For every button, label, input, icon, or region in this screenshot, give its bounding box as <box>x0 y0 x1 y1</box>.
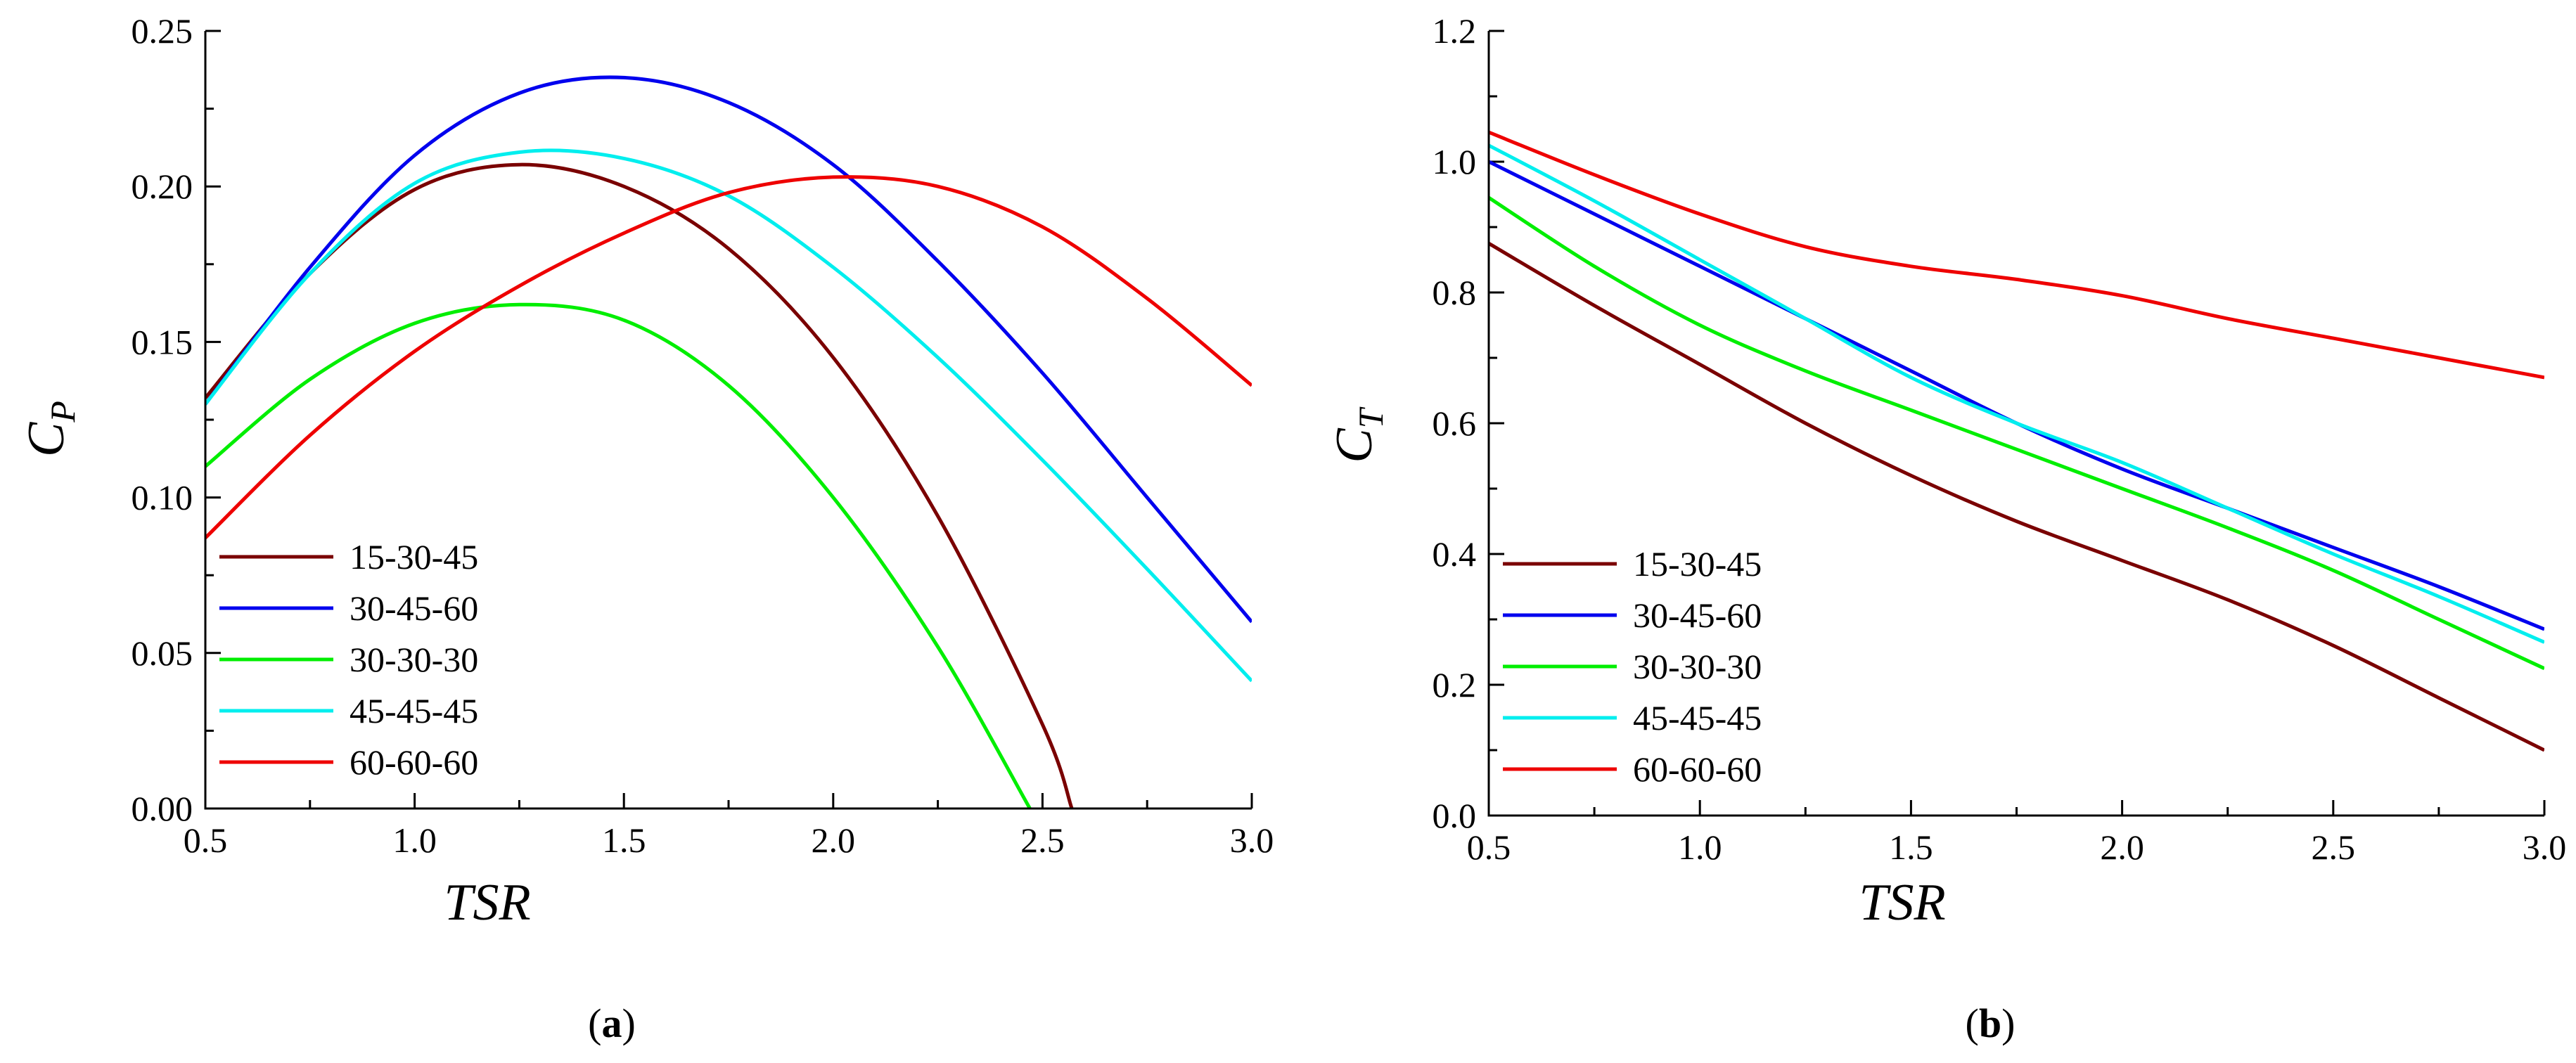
panel-b-series-line-60-60-60 <box>1489 130 2544 380</box>
panel-a-x-tick-label: 0.5 <box>184 820 228 860</box>
panel-b-y-axis-label-sub: T <box>1351 406 1390 428</box>
panel-a-series-line-30-30-30 <box>205 302 1032 808</box>
panel-a-cp-chart: 0.5 1.0 1.5 2.0 2.5 3.0 0.00 0.05 0.10 0.15 0.20 0.… <box>18 11 1274 1046</box>
panel-b-y-tick-label: 0.6 <box>1433 404 1477 443</box>
panel-b-series-line-15-30-45 <box>1489 242 2544 752</box>
panel-a-y-axis-label-main: C <box>18 421 75 457</box>
panel-b-axes <box>1487 31 2544 817</box>
panel-b-x-axis-label: TSR <box>1859 874 1945 932</box>
panel-a-y-axis-label: CP <box>18 401 82 457</box>
panel-a-legend: 15-30-45 30-45-60 30-30-30 45-45-45 60-60-60 <box>219 537 478 782</box>
panel-a-ticks: 0.5 1.0 1.5 2.0 2.5 3.0 0.00 0.05 0.10 0.15 0.20 0.… <box>132 11 1274 860</box>
panel-a-x-axis-label: TSR <box>444 874 530 932</box>
panel-a-x-tick-label: 1.0 <box>392 820 437 860</box>
panel-b-x-tick-label: 1.5 <box>1889 827 1933 867</box>
panel-b-y-tick-label: 0.0 <box>1433 796 1477 835</box>
panel-a-x-tick-label: 1.5 <box>602 820 646 860</box>
panel-b-x-tick-label: 2.0 <box>2100 827 2144 867</box>
panel-b-frame <box>1487 31 2544 817</box>
panel-a-frame <box>204 31 1252 810</box>
panel-b-x-tick-label: 3.0 <box>2523 827 2567 867</box>
panel-b-x-tick-label: 0.5 <box>1467 827 1511 867</box>
panel-b-series-line-45-45-45 <box>1489 143 2544 644</box>
panel-b-y-axis-label: CT <box>1326 406 1390 463</box>
panel-a-series-line-30-45-60 <box>205 75 1252 624</box>
panel-a-y-tick-label: 0.05 <box>132 633 193 673</box>
panel-b-y-tick-label: 0.2 <box>1433 665 1477 704</box>
panel-a-y-tick-label: 0.25 <box>132 11 193 51</box>
panel-b-legend-label: 15-30-45 <box>1633 544 1762 584</box>
panel-b-y-tick-label: 0.4 <box>1433 534 1477 574</box>
panel-b-caption: (b) <box>1966 1000 2016 1046</box>
panel-a-legend-label: 45-45-45 <box>350 691 478 730</box>
panel-a-y-tick-label: 0.00 <box>132 789 193 828</box>
panel-b-series <box>1489 130 2544 752</box>
panel-b-series-line-30-30-30 <box>1489 196 2544 671</box>
panel-a-x-tick-label: 3.0 <box>1230 820 1274 860</box>
panel-a-caption: (a) <box>588 1000 636 1046</box>
panel-a-y-tick-label: 0.20 <box>132 167 193 206</box>
panel-a-series-line-15-30-45 <box>205 162 1074 808</box>
panel-b-caption-letter: b <box>1979 1000 2001 1046</box>
panel-a-legend-label: 60-60-60 <box>350 742 478 782</box>
panel-b-legend-label: 30-30-30 <box>1633 647 1762 686</box>
panel-a-x-tick-label: 2.0 <box>812 820 856 860</box>
panel-a-x-tick-label: 2.5 <box>1020 820 1065 860</box>
panel-a-y-axis-label-sub: P <box>43 401 82 423</box>
panel-b-legend: 15-30-45 30-45-60 30-30-30 45-45-45 60-60-60 <box>1503 544 1762 789</box>
panel-a-y-tick-label: 0.10 <box>132 478 193 517</box>
panel-a-legend-label: 15-30-45 <box>350 537 478 576</box>
panel-b-x-tick-label: 1.0 <box>1678 827 1722 867</box>
panel-b-x-tick-label: 2.5 <box>2312 827 2356 867</box>
panel-a-series-line-45-45-45 <box>205 148 1252 683</box>
panel-a-caption-letter: a <box>602 1000 622 1046</box>
panel-a-series <box>205 75 1252 808</box>
panel-b-ticks: 0.5 1.0 1.5 2.0 2.5 3.0 0.0 0.2 0.4 0.6 0.8 1.0 1.2 <box>1433 11 2567 867</box>
panel-b-y-tick-label: 1.0 <box>1433 142 1477 181</box>
panel-a-axes <box>204 31 1252 810</box>
panel-b-y-axis-label-main: C <box>1326 427 1383 463</box>
panel-b-legend-label: 30-45-60 <box>1633 595 1762 635</box>
panel-a-y-tick-label: 0.15 <box>132 322 193 361</box>
panel-b-legend-label: 60-60-60 <box>1633 749 1762 789</box>
panel-b-ct-chart: 0.5 1.0 1.5 2.0 2.5 3.00.00.20.40.60.81.01.2 … <box>1326 11 2566 1046</box>
panel-b-y-tick-label: 1.2 <box>1433 11 1477 51</box>
panel-b-legend-label: 45-45-45 <box>1633 698 1762 737</box>
panel-a-series-line-60-60-60 <box>205 175 1252 539</box>
panel-b-y-tick-label: 0.8 <box>1433 273 1477 312</box>
panel-a-legend-label: 30-30-30 <box>350 640 478 679</box>
panel-a-legend-label: 30-45-60 <box>350 588 478 628</box>
